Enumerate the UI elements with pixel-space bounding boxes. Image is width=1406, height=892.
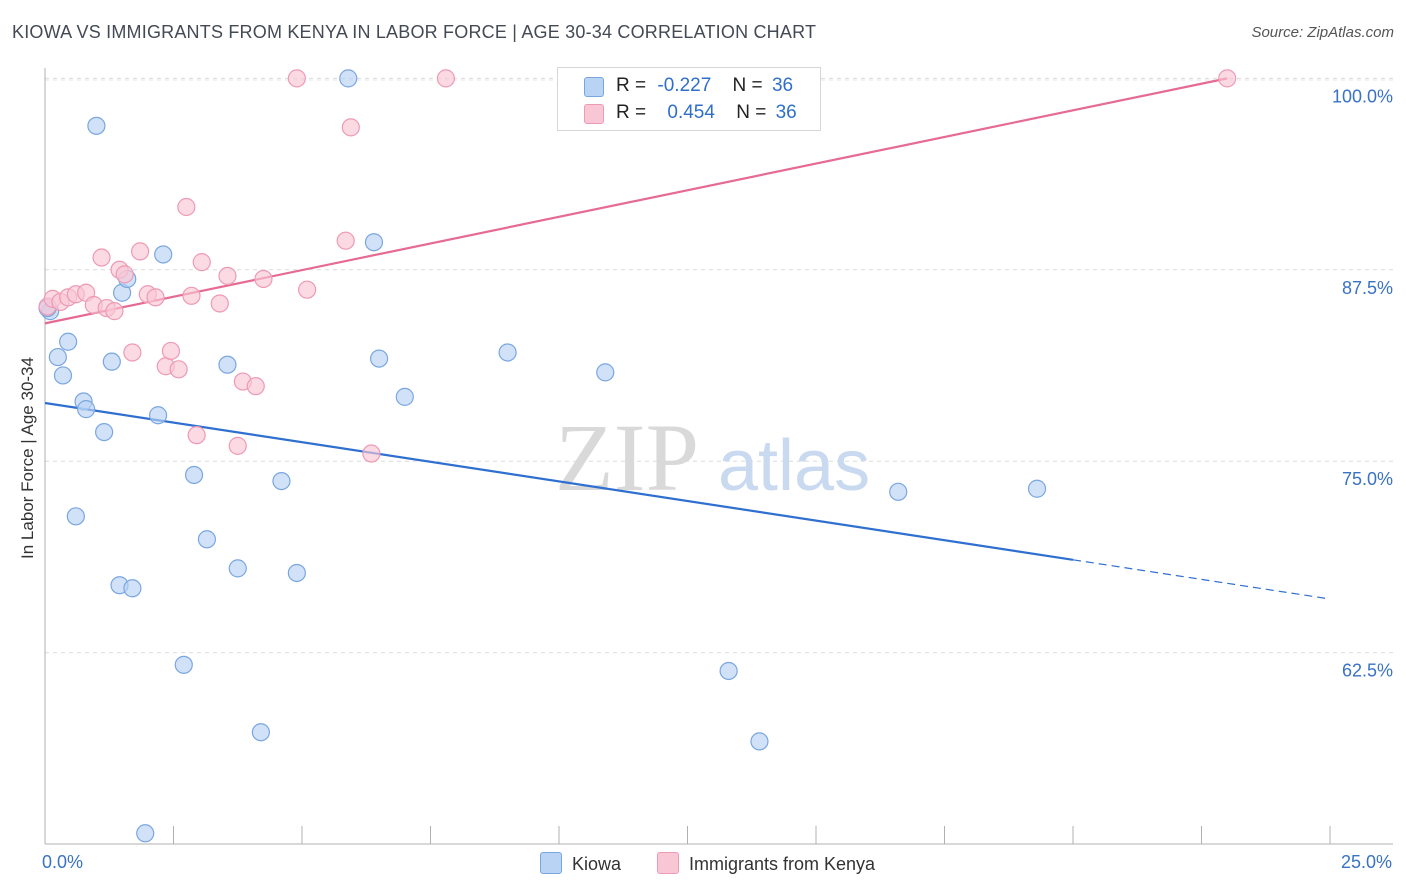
kiowa-point: [370, 349, 389, 368]
kiowa-point: [174, 655, 193, 674]
y-tick-labels: 62.5% 75.0% 87.5% 100.0%: [1332, 86, 1393, 680]
kenya-point: [187, 426, 206, 445]
source-label: Source: ZipAtlas.com: [1251, 24, 1394, 41]
legend-r-value-kiowa: -0.227: [657, 75, 712, 96]
kiowa-point: [218, 355, 237, 374]
kiowa-point: [87, 116, 106, 135]
kenya-point: [161, 341, 181, 361]
kiowa-point: [1027, 479, 1047, 498]
data-points: [38, 69, 1237, 843]
kiowa-point: [136, 824, 155, 843]
kiowa-point: [48, 347, 67, 367]
kenya-point: [218, 266, 237, 286]
kiowa-point: [148, 406, 168, 425]
kiowa-point: [123, 579, 142, 598]
kiowa-trend-line: [44, 401, 1074, 561]
legend-n-value-kiowa: 36: [771, 75, 794, 96]
kiowa-point: [272, 471, 291, 491]
bottom-legend-kenya[interactable]: Immigrants from Kenya: [657, 852, 875, 875]
kenya-swatch: [584, 104, 604, 124]
kiowa-point: [498, 343, 517, 362]
trend-lines: [44, 77, 1331, 600]
kenya-point: [210, 294, 229, 313]
kenya-point: [362, 444, 381, 463]
kenya-point: [182, 286, 201, 305]
legend-r-label: R =: [616, 75, 647, 96]
kenya-point: [169, 360, 188, 379]
kenya-point: [1218, 69, 1237, 88]
kiowa-point: [59, 332, 78, 351]
kiowa-point: [364, 233, 384, 252]
kiowa-trend-extension: [1072, 559, 1331, 600]
y-tick-label: 87.5%: [1342, 278, 1393, 298]
kenya-point: [287, 69, 306, 88]
kiowa-point: [339, 69, 358, 88]
kenya-point: [341, 118, 360, 137]
chart-title: KIOWA VS IMMIGRANTS FROM KENYA IN LABOR …: [12, 22, 817, 42]
kenya-point: [228, 436, 247, 455]
kiowa-point: [596, 363, 615, 382]
y-axis-label: In Labor Force | Age 30-34: [18, 357, 37, 559]
kiowa-point: [197, 530, 217, 549]
kiowa-point: [53, 366, 73, 385]
kiowa-point: [154, 245, 173, 264]
y-tick-label: 75.0%: [1342, 469, 1393, 489]
kiowa-point: [889, 482, 908, 501]
kenya-point: [105, 302, 124, 321]
kenya-point: [192, 253, 211, 272]
kenya-point: [254, 269, 273, 289]
kenya-point: [177, 197, 196, 217]
legend-r-label: R =: [616, 102, 647, 123]
kenya-trend-line: [44, 77, 1228, 325]
kenya-legend-label: Immigrants from Kenya: [689, 854, 876, 874]
axes: [44, 68, 1393, 845]
x-tick-min: 0.0%: [42, 852, 84, 872]
kiowa-point: [66, 507, 85, 526]
kiowa-point: [95, 422, 114, 442]
kiowa-point: [77, 400, 96, 419]
x-tick-max: 25.0%: [1340, 852, 1392, 872]
kiowa-point: [184, 465, 204, 485]
grid-lines: [45, 77, 1393, 654]
legend-n-label: N =: [736, 102, 767, 123]
bottom-legend-kiowa[interactable]: Kiowa: [540, 852, 621, 875]
legend-n-value-kenya: 36: [775, 102, 797, 123]
watermark-atlas: atlas: [718, 426, 870, 506]
kenya-point: [336, 231, 355, 250]
kiowa-point: [251, 723, 270, 742]
kenya-point: [92, 248, 111, 267]
legend-n-label: N =: [732, 75, 763, 96]
kiowa-legend-label: Kiowa: [572, 854, 622, 874]
kenya-point: [115, 265, 134, 284]
kenya-point: [146, 288, 165, 307]
kenya-point: [130, 242, 150, 261]
kiowa-legend-swatch: [540, 852, 562, 874]
watermark: ZIP atlas: [555, 404, 870, 511]
y-tick-label: 62.5%: [1342, 661, 1393, 681]
kiowa-point: [228, 559, 247, 578]
kiowa-point: [395, 387, 414, 406]
kenya-point: [436, 69, 456, 88]
kenya-point: [246, 377, 265, 396]
kiowa-point: [750, 732, 769, 751]
kiowa-point: [719, 661, 738, 681]
correlation-legend: R = -0.227 N = 36 R = 0.454 N = 36: [557, 67, 821, 131]
kenya-point: [123, 343, 142, 362]
kenya-point: [298, 280, 317, 299]
kenya-legend-swatch: [657, 852, 679, 874]
watermark-zip: ZIP: [555, 404, 699, 511]
kiowa-swatch: [584, 77, 604, 97]
y-tick-label: 100.0%: [1332, 86, 1393, 106]
kiowa-point: [287, 563, 306, 583]
kiowa-point: [102, 352, 121, 371]
legend-r-value-kenya: 0.454: [667, 102, 715, 123]
